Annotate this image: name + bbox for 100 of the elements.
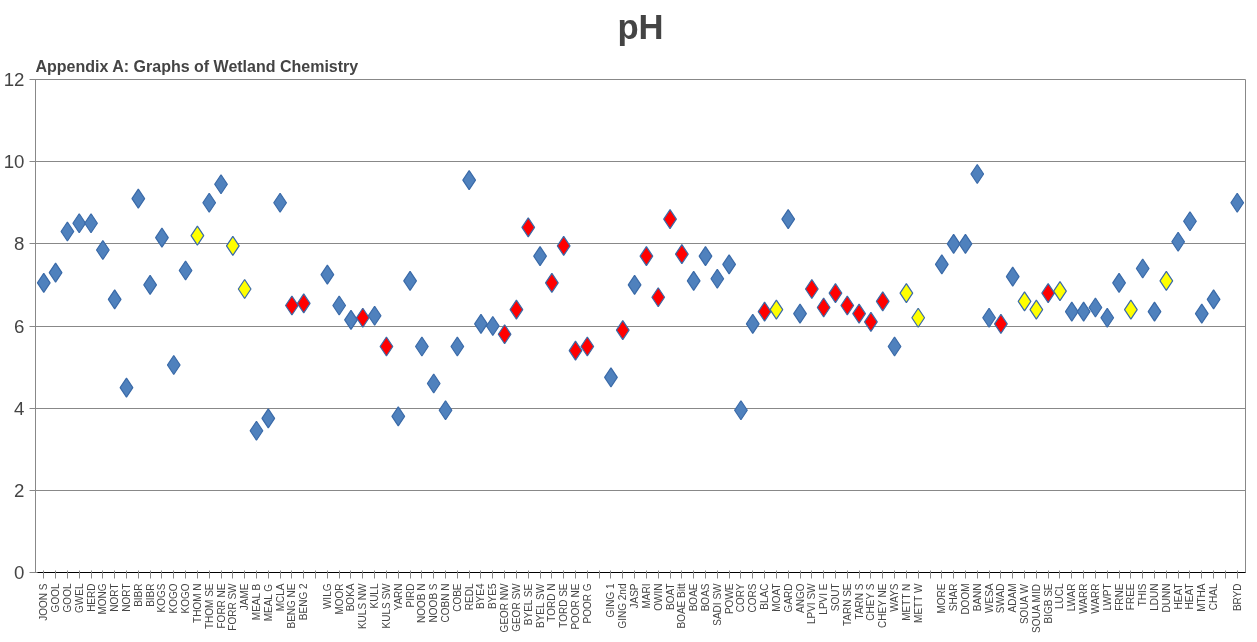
x-tick-label: MCLA [274, 583, 286, 612]
x-tick-label: THOM N [191, 583, 203, 623]
x-tick-label: LWPT [1101, 583, 1113, 611]
y-tick-label: 10 [3, 151, 25, 173]
x-tick-label: DUNN [1160, 583, 1172, 613]
x-tick-label: BRYD [1231, 583, 1243, 612]
x-tick-label: FRNE [1113, 583, 1125, 611]
x-tick-label: THOM SE [203, 583, 215, 630]
x-tick-label: GING 1 [605, 583, 617, 618]
x-tick-label: KULL [369, 583, 381, 609]
x-tick-label: BOKA [345, 583, 357, 612]
x-tick-label: CHEY NE [877, 583, 889, 628]
x-tick-label: NOOB S [428, 583, 440, 623]
x-tick-label: REDL [463, 583, 475, 611]
x-tick-label: SOUA MID [1030, 584, 1042, 633]
x-tick-label: TORD N [546, 583, 558, 622]
x-tick-label: OWIN [652, 583, 664, 611]
x-tick-label: BANN [971, 583, 983, 612]
x-tick-label: HERD [85, 583, 97, 612]
x-tick-label: LPVI SW [806, 582, 818, 625]
x-tick-label: MARI [640, 583, 652, 609]
x-tick-label: MOAT [770, 583, 782, 612]
x-tick-label: JAME [239, 583, 251, 611]
x-tick-label: BYEL SE [522, 583, 534, 626]
x-tick-label: FORR SW [227, 582, 239, 631]
x-tick-label: SHAR [948, 583, 960, 612]
x-tick-label: WARR [1089, 583, 1101, 614]
x-tick-label: MONG [97, 583, 109, 615]
y-tick-label: 0 [14, 562, 25, 583]
x-tick-label: KULS NW [357, 582, 369, 630]
x-tick-label: POWE [723, 583, 735, 615]
y-tick-label: 6 [14, 315, 25, 337]
x-tick-label: GARD [782, 583, 794, 613]
x-tick-label: ANGO [794, 583, 806, 613]
x-tick-label: KOGS [156, 583, 168, 613]
chart-title: pH [617, 7, 664, 46]
x-tick-label: BYEL SW [534, 583, 546, 628]
x-tick-label: METT W [912, 583, 924, 623]
x-tick-label: LDUN [1149, 583, 1161, 611]
x-tick-label: MOOR [333, 583, 345, 615]
x-tick-label: FORR NE [215, 583, 227, 629]
x-tick-label: FREE [1125, 583, 1137, 611]
text: Appendix A: Graphs of Wetland Chemistry [35, 57, 359, 75]
x-tick-label: BOAT [664, 583, 676, 610]
x-tick-label: NORT [120, 583, 132, 612]
x-tick-label: GWEL [73, 583, 85, 613]
y-tick-label: 8 [14, 233, 25, 255]
x-tick-label: LWAR [1066, 583, 1078, 612]
x-tick-label: SWAD [995, 583, 1007, 614]
x-tick-label: BIGB SE [1042, 583, 1054, 624]
x-tick-label: KOGO [180, 583, 192, 614]
x-tick-label: GOOL [50, 583, 62, 613]
x-tick-label: POOR NE [570, 583, 582, 630]
x-tick-label: WESA [983, 583, 995, 613]
x-tick-label: BENG 2 [298, 583, 310, 621]
x-tick-label: TARN S [853, 583, 865, 620]
x-tick-label: GING 2nd [617, 583, 629, 629]
x-tick-label: CORY [735, 583, 747, 613]
x-tick-label: GEOR SW [510, 582, 522, 632]
x-tick-label: WAYS [889, 583, 901, 612]
x-tick-label: SOUT [829, 583, 841, 612]
y-tick-label: 4 [14, 397, 25, 419]
x-tick-label: HEAT [1172, 583, 1184, 610]
x-tick-label: TORD SE [558, 583, 570, 628]
x-tick-label: ADAM [1007, 583, 1019, 613]
x-tick-label: BLAC [759, 583, 771, 610]
x-tick-label: WILG [321, 583, 333, 610]
x-tick-label: GOOL [61, 583, 73, 613]
x-tick-label: KULS SW [380, 582, 392, 629]
y-tick-label: 2 [14, 479, 25, 501]
x-tick-label: JOON S [38, 583, 50, 621]
x-tick-label: MORE [936, 583, 948, 614]
x-tick-label: NORT [109, 583, 121, 612]
x-tick-label: BYE4 [475, 583, 487, 610]
x-tick-label: SOUA W [1019, 583, 1031, 625]
x-tick-label: JASP [629, 583, 641, 609]
x-tick-label: CHAL [1208, 583, 1220, 611]
x-tick-label: LUCL [1054, 583, 1066, 610]
x-tick-label: WARR [1078, 583, 1090, 614]
x-tick-label: POOR G [581, 583, 593, 624]
x-tick-label: YARN [392, 583, 404, 611]
x-tick-label: BYE5 [487, 583, 499, 610]
x-tick-label: BOAE Bitt [676, 583, 688, 629]
x-tick-label: NOOB N [416, 583, 428, 623]
x-tick-label: METT N [900, 583, 912, 621]
x-tick-label: MEAL B [250, 583, 262, 621]
x-tick-label: THIS [1137, 583, 1149, 607]
x-tick-label: SADI SW [711, 582, 723, 626]
x-tick-label: CORS [747, 583, 759, 613]
x-tick-label: COBN N [440, 583, 452, 623]
x-tick-label: MEAL G [262, 583, 274, 622]
x-tick-label: KOGO [168, 583, 180, 614]
x-tick-label: CHEY S [865, 583, 877, 621]
x-tick-label: GEOR NW [499, 582, 511, 633]
x-tick-label: HEAT [1184, 583, 1196, 610]
x-tick-label: BENG NE [286, 583, 298, 629]
x-tick-label: BIBR [144, 583, 156, 607]
y-tick-label: 12 [3, 69, 25, 90]
x-tick-label: LPVI E [818, 583, 830, 615]
x-tick-label: DOOM [959, 583, 971, 615]
